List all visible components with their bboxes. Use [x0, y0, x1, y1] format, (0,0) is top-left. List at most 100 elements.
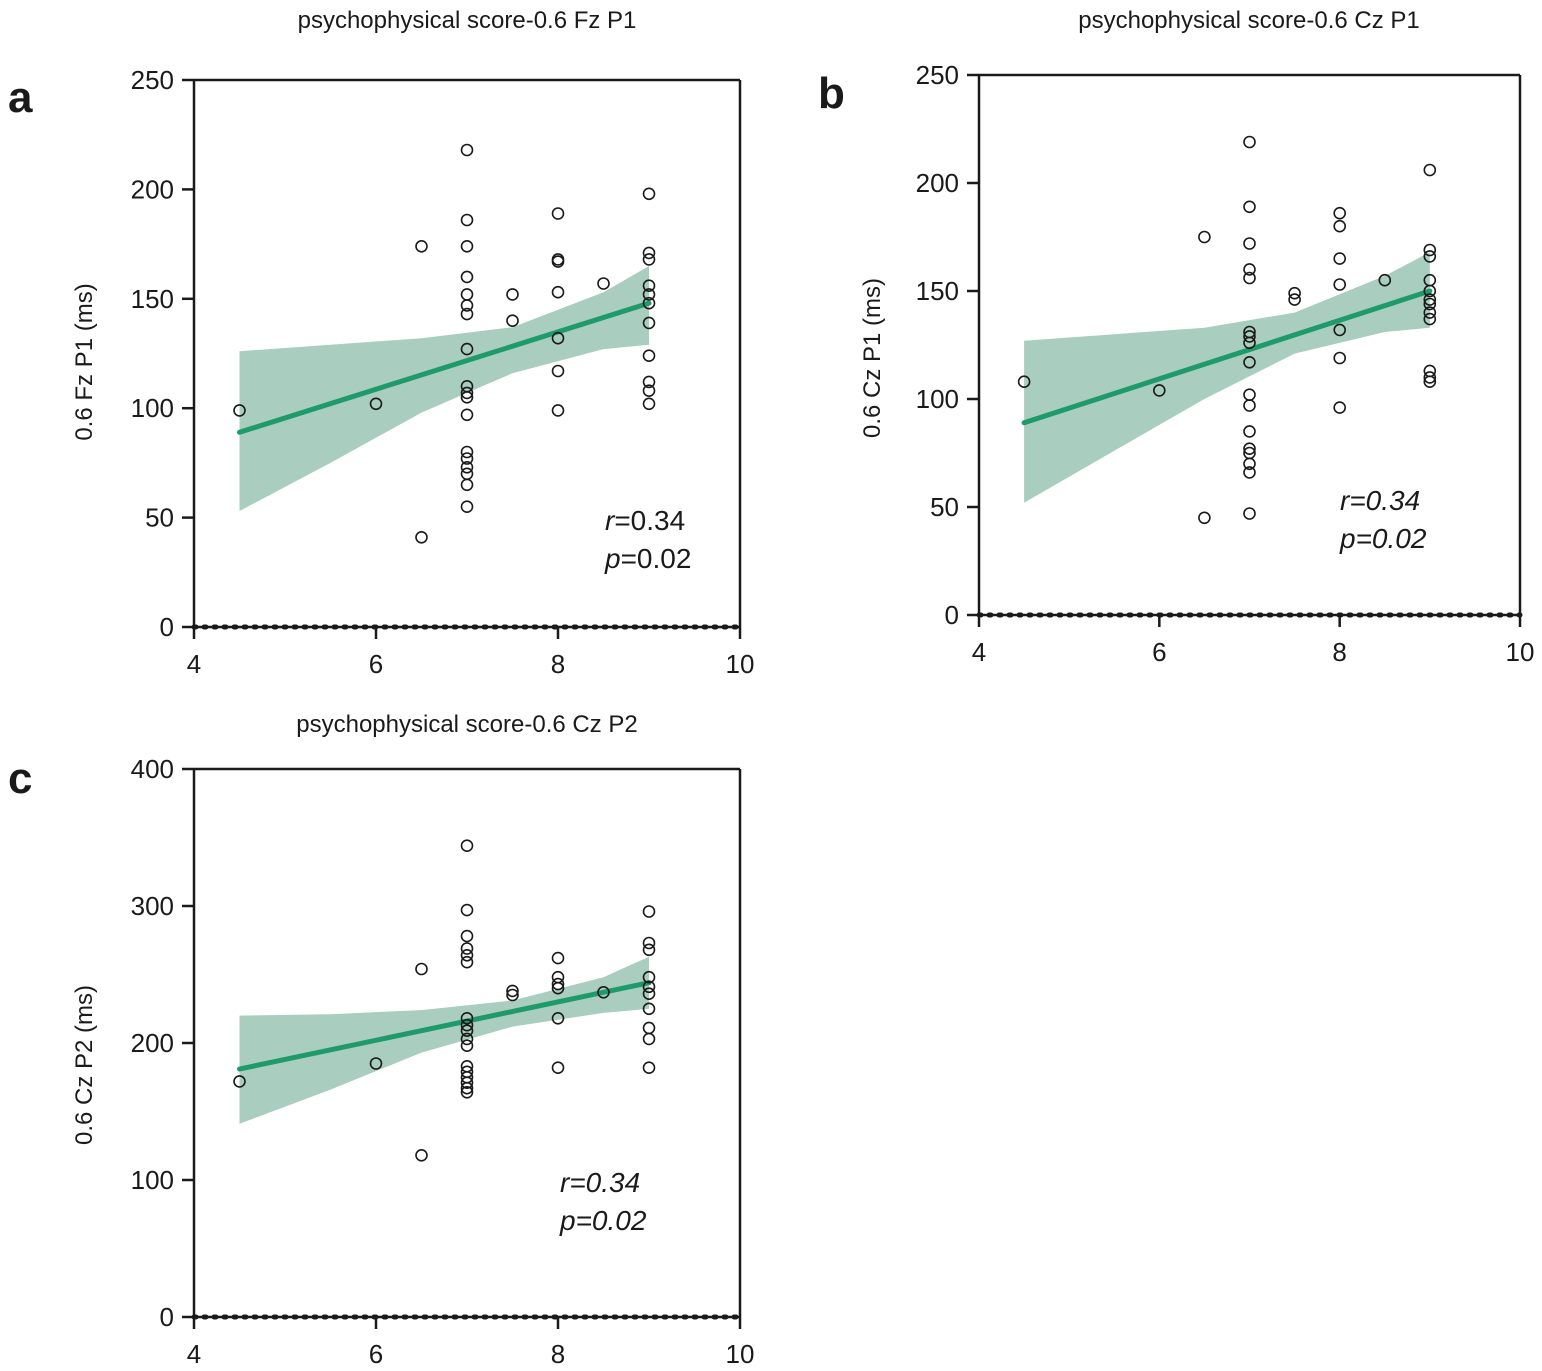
chart-panel-c: c psychophysical score-0.6 Cz P2 0.6 Cz P2… — [8, 711, 754, 1369]
data-point — [1243, 263, 1256, 276]
data-point — [460, 955, 474, 969]
data-point — [460, 903, 474, 917]
data-point — [1243, 388, 1256, 402]
regression-line — [1021, 288, 1433, 426]
data-point — [642, 397, 656, 411]
data-point — [642, 316, 656, 330]
r-symbol: r — [605, 505, 616, 536]
data-point — [369, 397, 383, 411]
data-point — [642, 384, 656, 398]
data-point — [1378, 273, 1392, 287]
y-tick-label: 0 — [160, 1302, 174, 1332]
data-point — [1423, 364, 1437, 378]
data-point — [1423, 284, 1437, 298]
data-point — [642, 296, 656, 310]
p-value-annotation: p=0.02 — [604, 543, 691, 574]
data-point — [460, 288, 474, 301]
data-point — [1243, 457, 1256, 471]
data-point — [460, 299, 474, 312]
data-point — [642, 987, 656, 1001]
data-point — [233, 1075, 246, 1088]
p-symbol: p — [1339, 523, 1356, 554]
data-point — [642, 936, 656, 950]
data-point — [642, 980, 656, 994]
p-number: =0.02 — [576, 1205, 647, 1236]
data-point — [460, 1011, 474, 1025]
data-point — [460, 467, 474, 481]
data-point — [1333, 219, 1346, 233]
data-point — [460, 1024, 474, 1037]
data-point — [1333, 252, 1346, 265]
data-point — [1198, 511, 1211, 525]
r-number: =0.34 — [569, 1167, 640, 1198]
data-point — [460, 445, 474, 459]
data-point — [506, 314, 519, 328]
y-axis-label: 0.6 Fz P1 (ms) — [71, 283, 98, 440]
data-point — [597, 277, 610, 290]
x-tick-label: 8 — [1332, 637, 1346, 667]
data-point — [642, 1002, 656, 1016]
data-point — [551, 285, 565, 299]
data-point — [460, 460, 474, 474]
x-tick-label: 8 — [551, 1339, 565, 1369]
x-tick-label: 6 — [369, 649, 383, 679]
y-tick-label: 100 — [131, 393, 174, 423]
data-point — [415, 1149, 428, 1162]
data-point — [551, 1061, 565, 1074]
x-tick-label: 8 — [551, 649, 565, 679]
x-tick-label: 4 — [187, 1339, 201, 1369]
data-point — [642, 375, 656, 389]
data-point — [551, 207, 565, 220]
regression-line — [237, 980, 652, 1072]
data-point — [551, 404, 565, 417]
data-point — [551, 255, 565, 268]
data-point — [415, 962, 428, 976]
data-point — [1333, 278, 1346, 291]
y-tick-label: 400 — [131, 754, 174, 784]
x-tick-label: 4 — [972, 637, 986, 667]
y-tick-label: 200 — [131, 1028, 174, 1058]
data-point — [1243, 271, 1256, 285]
y-tick-label: 150 — [131, 284, 174, 314]
y-axis-label: 0.6 Cz P2 (ms) — [71, 985, 98, 1145]
data-point — [460, 1081, 474, 1095]
data-point — [1243, 135, 1256, 149]
data-point — [460, 1076, 474, 1089]
data-point — [551, 977, 565, 991]
data-point — [460, 478, 474, 492]
x-tick-label: 6 — [369, 1339, 383, 1369]
data-point — [1243, 355, 1256, 369]
data-point — [1423, 312, 1437, 326]
data-point — [1333, 206, 1346, 220]
data-point — [415, 240, 428, 253]
data-point — [415, 530, 428, 544]
y-tick-label: 0 — [160, 612, 174, 642]
p-symbol: p — [604, 543, 621, 574]
data-point — [460, 143, 474, 157]
data-point — [1017, 375, 1031, 389]
data-point — [642, 943, 656, 957]
data-point — [460, 1086, 474, 1099]
r-value-annotation: r=0.34 — [1340, 485, 1420, 516]
data-point — [1333, 351, 1346, 365]
data-point — [1243, 330, 1256, 343]
x-tick-label: 10 — [726, 1339, 755, 1369]
data-point — [460, 240, 474, 253]
data-point — [642, 288, 656, 301]
data-point — [1243, 425, 1256, 438]
y-tick-label: 200 — [131, 174, 174, 204]
data-point — [1423, 293, 1437, 306]
y-tick-label: 250 — [131, 65, 174, 95]
data-point — [1423, 375, 1437, 389]
data-point — [506, 988, 519, 1002]
data-point — [460, 408, 474, 422]
data-point — [460, 452, 474, 465]
r-value-annotation: r=0.34 — [605, 505, 685, 536]
data-point — [460, 942, 474, 955]
x-tick-label: 10 — [1506, 637, 1535, 667]
y-tick-label: 0 — [945, 600, 959, 630]
data-point — [1423, 371, 1437, 384]
data-point — [642, 246, 656, 260]
data-point — [460, 386, 474, 400]
